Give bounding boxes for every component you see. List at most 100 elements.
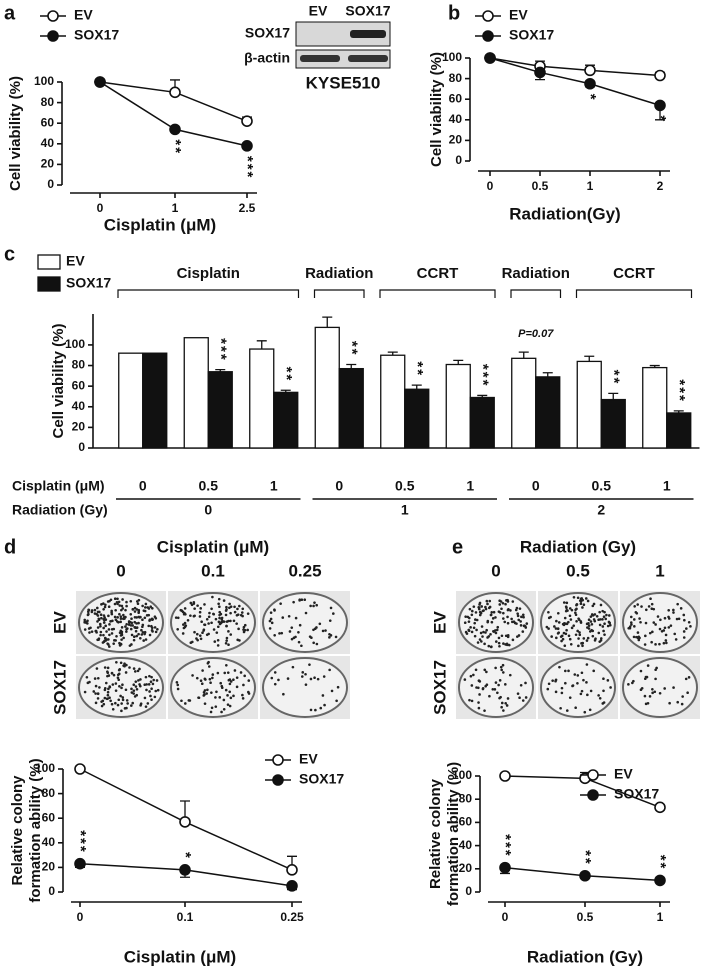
- colony: [472, 673, 475, 677]
- colony: [88, 631, 91, 634]
- colony: [176, 616, 180, 620]
- colony: [680, 702, 684, 706]
- colony: [242, 683, 245, 687]
- colony: [564, 605, 568, 608]
- bar: [642, 366, 668, 449]
- significance: *: [177, 852, 194, 860]
- colony: [107, 628, 111, 631]
- colony: [233, 610, 237, 614]
- photo-title: Radiation (Gy): [520, 537, 636, 556]
- colony: [598, 623, 602, 627]
- colony: [606, 624, 610, 628]
- colony: [517, 618, 521, 622]
- colony: [602, 701, 606, 704]
- colony: [153, 695, 157, 699]
- bracket-label: CCRT: [613, 265, 655, 282]
- colony: [582, 637, 586, 640]
- colony: [144, 602, 148, 606]
- significance: **: [577, 850, 594, 866]
- bar: [469, 396, 495, 449]
- colony: [243, 623, 247, 627]
- colony: [561, 637, 565, 641]
- colony: [479, 611, 482, 614]
- colony: [516, 612, 519, 615]
- bar: [249, 348, 275, 449]
- colony: [486, 636, 489, 639]
- colony: [133, 610, 137, 613]
- colony: [499, 665, 503, 669]
- colony: [472, 626, 476, 630]
- colony: [595, 614, 599, 618]
- colony: [576, 629, 579, 633]
- colony: [92, 690, 96, 693]
- colony: [502, 671, 505, 674]
- colony: [135, 626, 139, 629]
- colony: [478, 680, 482, 683]
- colony: [210, 621, 213, 625]
- error-bar: [256, 340, 267, 350]
- blot-row: SOX17: [245, 25, 290, 41]
- colony: [500, 607, 503, 611]
- marker: [654, 874, 666, 887]
- legend-swatch: [37, 254, 61, 270]
- colony: [118, 631, 122, 634]
- colony: [149, 694, 152, 698]
- colony: [232, 694, 235, 698]
- colony: [659, 618, 662, 622]
- colony: [243, 674, 246, 678]
- colony: [314, 708, 317, 712]
- colony: [86, 681, 90, 685]
- x-tick-label: 0: [502, 910, 509, 924]
- colony: [143, 683, 147, 687]
- colony: [477, 706, 481, 710]
- colony: [597, 618, 600, 622]
- colony: [574, 613, 578, 617]
- colony: [646, 664, 650, 667]
- marker: [241, 115, 253, 127]
- colony: [130, 704, 133, 707]
- colony: [120, 709, 123, 713]
- x-tick-label: 0.5: [199, 478, 219, 494]
- colony: [480, 625, 484, 628]
- colony: [581, 644, 584, 648]
- colony: [585, 681, 588, 684]
- colony: [107, 614, 110, 618]
- colony: [243, 628, 247, 632]
- colony: [468, 607, 472, 611]
- colony: [192, 600, 196, 604]
- colony: [111, 707, 115, 711]
- colony: [134, 629, 138, 633]
- y-axis-label: formation ability (%): [445, 762, 462, 906]
- colony: [567, 669, 570, 673]
- y-tick-label: 60: [72, 378, 86, 392]
- colony: [563, 644, 567, 648]
- colony: [108, 696, 111, 700]
- colony: [654, 677, 657, 681]
- colony: [569, 642, 573, 646]
- colony: [139, 684, 142, 688]
- colony: [470, 630, 474, 634]
- colony: [108, 623, 111, 626]
- dish: [540, 592, 616, 653]
- marker: [534, 66, 546, 79]
- colony: [516, 614, 520, 618]
- colony: [83, 690, 87, 694]
- bar: [380, 354, 406, 449]
- colony: [216, 625, 220, 629]
- colony: [113, 602, 117, 606]
- colony: [135, 687, 139, 691]
- colony: [481, 687, 485, 691]
- colony: [506, 697, 510, 700]
- colony: [504, 602, 507, 606]
- colony: [685, 627, 688, 630]
- colony: [232, 678, 235, 682]
- colony: [106, 693, 110, 697]
- colony: [117, 698, 121, 702]
- series-line: [489, 57, 661, 107]
- colony: [609, 686, 612, 689]
- colony: [584, 597, 588, 600]
- colony: [313, 601, 316, 604]
- marker: [654, 69, 666, 82]
- colony: [672, 611, 675, 614]
- colony: [322, 675, 326, 678]
